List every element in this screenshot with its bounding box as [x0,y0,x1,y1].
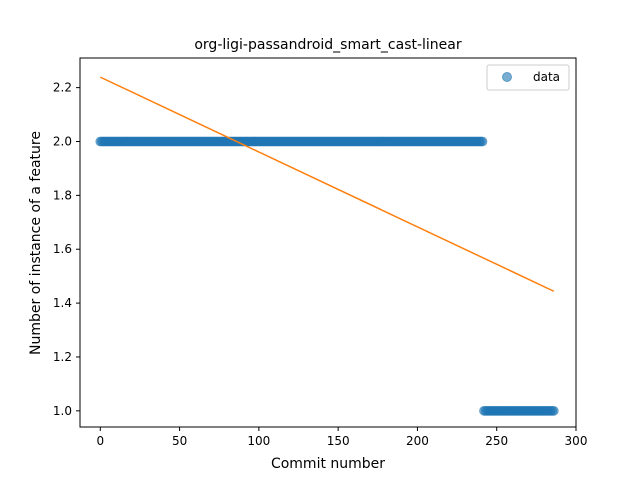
x-tick-label: 0 [96,434,104,448]
x-axis-label: Commit number [271,456,385,472]
legend-label-data: data [533,70,560,84]
x-axis-ticks: 0 50 100 150 200 250 300 [96,427,587,448]
legend: data [486,64,570,91]
y-tick-label: 1.0 [53,404,72,418]
y-tick-label: 1.4 [53,296,72,310]
y-axis-ticks: 1.0 1.2 1.4 1.6 1.8 2.0 2.2 [53,81,80,418]
y-tick-label: 2.2 [53,81,72,95]
plot-area [79,57,577,428]
x-tick-label: 50 [172,434,187,448]
data-point [548,405,559,416]
chart-title: org-ligi-passandroid_smart_cast-linear [194,37,462,53]
y-tick-label: 1.8 [53,188,72,202]
y-tick-label: 2.0 [53,134,72,148]
x-tick-label: 100 [247,434,270,448]
y-tick-label: 1.6 [53,242,72,256]
linear-fit-line [99,76,555,292]
legend-box [486,64,570,91]
x-tick-label: 250 [485,434,508,448]
x-tick-label: 150 [327,434,350,448]
legend-marker-data [502,72,512,82]
y-axis-label: Number of instance of a feature [28,131,44,355]
data-markers [95,136,559,416]
x-tick-label: 200 [406,434,429,448]
data-point [477,136,488,147]
plot-frame [79,57,577,428]
x-tick-label: 300 [565,434,588,448]
fit-line [99,76,555,292]
y-tick-label: 1.2 [53,350,72,364]
